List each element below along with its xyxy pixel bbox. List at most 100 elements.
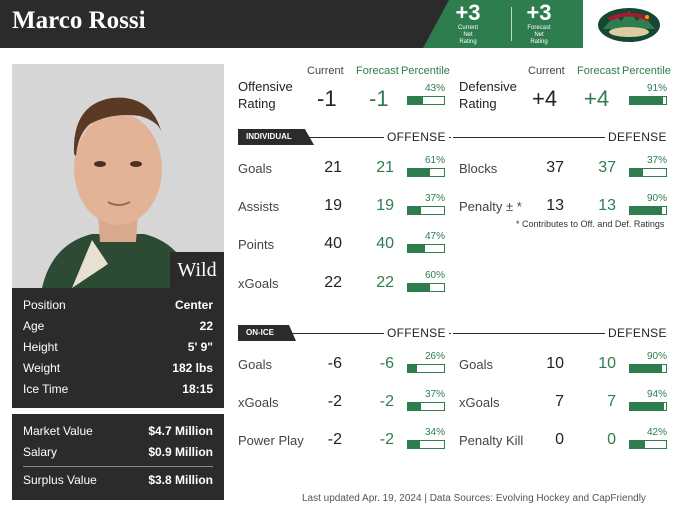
percentile-fill [408, 207, 422, 214]
percentile-fill [408, 245, 425, 252]
stat-label: Penalty ± * [459, 199, 522, 214]
stat-label: xGoals [238, 395, 279, 410]
stat-current: 40 [324, 235, 342, 252]
stat-current: 22 [324, 274, 342, 291]
stat-current: 10 [546, 355, 564, 372]
percentile-value: 90% [646, 193, 667, 204]
stat-forecast: 13 [598, 197, 616, 214]
bio-value: 18:15 [182, 382, 213, 396]
stat-current: -2 [327, 393, 342, 410]
stat-current: -6 [327, 355, 342, 372]
contract-panel: Market Value $4.7 Million Salary $0.9 Mill… [12, 414, 224, 500]
stat-forecast: 0 [607, 431, 616, 448]
percentile-fill [630, 169, 644, 176]
contract-key: Market Value [23, 424, 93, 438]
percentile-indicator: 37% [407, 389, 445, 413]
stat-current: 7 [555, 393, 564, 410]
stat-label: Blocks [459, 161, 498, 176]
percentile-fill [408, 365, 418, 372]
column-header-percentile: Percentile [622, 65, 671, 77]
player-name: Marco Rossi [12, 7, 146, 34]
bio-value: 22 [199, 319, 213, 333]
current-net-rating-label: Net [463, 32, 473, 38]
percentile-indicator: 42% [629, 427, 667, 451]
footer-source-note: Last updated Apr. 19, 2024 | Data Source… [302, 493, 646, 504]
forecast-net-rating-value: +3 [526, 0, 552, 25]
contract-value: $4.7 Million [148, 424, 213, 438]
percentile-bar [407, 283, 445, 292]
bio-key: Height [23, 340, 58, 354]
bio-value: 182 lbs [172, 361, 213, 375]
percentile-fill [408, 403, 422, 410]
offensive-rating-forecast: -1 [369, 86, 389, 111]
current-net-rating-label: Current [457, 25, 478, 31]
header-bar: Marco Rossi +3 Current Net Rating +3 For… [0, 0, 680, 48]
stat-forecast: -2 [379, 431, 394, 448]
percentile-value: 91% [646, 83, 667, 94]
percentile-value: 61% [424, 155, 445, 166]
contract-key: Surplus Value [23, 473, 97, 487]
stat-current: 37 [546, 159, 564, 176]
defensive-rating-label: Rating [459, 96, 497, 111]
bio-key: Ice Time [23, 382, 69, 396]
percentile-fill [630, 207, 663, 214]
percentile-indicator: 91% [629, 83, 667, 107]
percentile-indicator: 94% [629, 389, 667, 413]
column-header-forecast: Forecast [356, 65, 399, 77]
section-label-defense: DEFENSE [605, 130, 670, 144]
bio-panel: Position Center Age 22 Height 5' 9" Weight 1… [12, 288, 224, 408]
percentile-indicator: 61% [407, 155, 445, 179]
percentile-bar [629, 402, 667, 411]
stat-forecast: 21 [376, 159, 394, 176]
stat-label: Goals [238, 357, 272, 372]
stat-label: Points [238, 237, 275, 252]
percentile-fill [408, 169, 430, 176]
bio-key: Age [23, 319, 45, 333]
team-logo-area [583, 0, 680, 48]
forecast-net-rating-label: Forecast [527, 25, 551, 31]
percentile-bar [629, 168, 667, 177]
forecast-net-rating-label: Net [534, 32, 544, 38]
forecast-net-rating-label: Rating [530, 39, 548, 45]
stat-current: 0 [555, 431, 564, 448]
net-rating-panel: +3 Current Net Rating +3 Forecast Net Ra… [423, 0, 583, 48]
stat-forecast: -6 [379, 355, 394, 372]
percentile-value: 47% [424, 231, 445, 242]
footnote: * Contributes to Off. and Def. Ratings [516, 219, 665, 229]
stat-label: Goals [238, 161, 272, 176]
bio-value: 5' 9" [187, 340, 213, 354]
wild-logo-icon [598, 8, 660, 42]
stat-label: Power Play [238, 433, 304, 448]
stat-label: Assists [238, 199, 280, 214]
bio-value: Center [174, 298, 213, 312]
percentile-bar [407, 440, 445, 449]
player-headshot-icon [12, 64, 224, 288]
defensive-rating-forecast: +4 [584, 86, 610, 111]
section-tag-individual: INDIVIDUAL [238, 129, 314, 145]
section-label-offense: OFFENSE [384, 326, 449, 340]
section-label-offense: OFFENSE [384, 130, 449, 144]
forecast-net-rating: +3 Forecast Net Rating [514, 0, 564, 46]
stat-forecast: 37 [598, 159, 616, 176]
percentile-fill [408, 284, 430, 291]
stat-forecast: 40 [376, 235, 394, 252]
section-label-defense: DEFENSE [605, 326, 670, 340]
percentile-bar [407, 96, 445, 105]
percentile-indicator: 26% [407, 351, 445, 375]
team-name-tag: Wild [170, 252, 224, 288]
percentile-bar [407, 244, 445, 253]
percentile-fill [630, 403, 664, 410]
stat-current: 21 [324, 159, 342, 176]
stat-forecast: 22 [376, 274, 394, 291]
percentile-bar [629, 206, 667, 215]
percentile-indicator: 60% [407, 270, 445, 294]
percentile-bar [629, 440, 667, 449]
stat-label: Goals [459, 357, 493, 372]
stat-current: 19 [324, 197, 342, 214]
percentile-indicator: 37% [629, 155, 667, 179]
defensive-rating-label: Defensive [459, 79, 517, 94]
section-gap [451, 326, 453, 340]
defensive-rating-current: +4 [532, 86, 558, 111]
player-photo: Wild [12, 64, 224, 288]
divider [511, 7, 512, 41]
